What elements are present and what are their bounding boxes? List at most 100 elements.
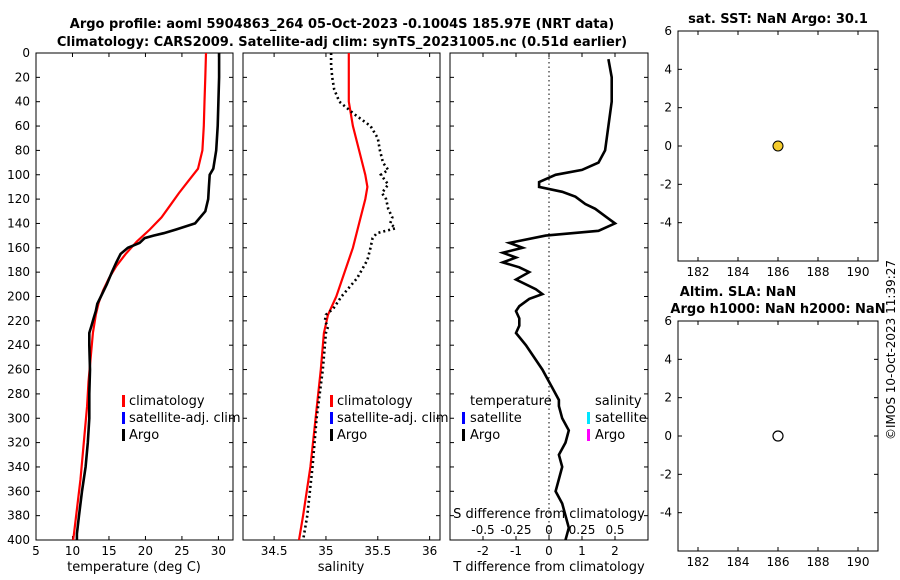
x-tick-label: 25 [174,544,189,558]
difference-salinity-legend: salinity satellite Argo [587,394,647,443]
legend-title-temperature: temperature [470,394,552,409]
temperature-ticks: 5 10 15 20 25 3002040608010012014016018020022… [7,46,233,558]
salinity-xlabel: salinity [318,560,365,575]
legend-swatch-argo [462,429,465,441]
x-tick-label: 184 [727,265,750,279]
x-tick-label: 186 [767,265,790,279]
sla-title-line2: Argo h1000: NaN h2000: NaN [670,302,885,317]
header-line2: Climatology: CARS2009. Satellite-adj cli… [57,35,627,50]
y-tick-label: 300 [7,411,30,425]
legend-swatch-argo [122,429,125,441]
y-tick-label: 0 [22,46,30,60]
secondary-x-tick-label: -0.5 [471,523,494,537]
temperature-climatology-line [72,52,208,541]
secondary-x-tick-label: 0 [545,523,553,537]
difference-xlabel: T difference from climatology [452,560,645,575]
y-tick-label: 160 [7,241,30,255]
x-tick-label: 20 [138,544,153,558]
salinity-climatology-line [297,53,369,541]
legend-label-argo: Argo [129,428,159,443]
y-tick-label: 0 [664,139,672,153]
legend-label-satellite: satellite-adj. clim [337,411,449,426]
salinity-ticks: 34.5 35 35.5 36 [243,52,440,558]
sst-argo-point [772,140,784,152]
y-tick-label: 200 [7,290,30,304]
y-tick-label: 320 [7,436,30,450]
difference-argo-line [498,58,618,541]
y-tick-label: 220 [7,314,30,328]
y-tick-label: 120 [7,192,30,206]
y-tick-label: 400 [7,533,30,547]
y-tick-label: 6 [664,314,672,328]
x-tick-label: 10 [65,544,80,558]
y-tick-label: 40 [15,95,30,109]
x-tick-label: -2 [477,544,489,558]
sla-title-line1: Altim. SLA: NaN [680,285,796,300]
salinity-axes [242,52,441,541]
x-tick-label: 30 [211,544,226,558]
temperature-legend: climatology satellite-adj. clim Argo [122,394,241,443]
x-tick-label: 0 [545,544,553,558]
secondary-x-tick-label: -0.25 [500,523,531,537]
legend-label-climatology: climatology [129,394,205,409]
x-tick-label: 36 [422,544,437,558]
salinity-legend: climatology satellite-adj. clim Argo [330,394,449,443]
x-tick-label: 34.5 [261,544,288,558]
legend-label-argo: Argo [470,428,500,443]
legend-label-satellite: satellite [470,411,522,426]
temperature-argo-line [75,53,221,540]
legend-swatch-argo-salinity [587,429,590,441]
x-tick-label: 1 [578,544,586,558]
y-tick-label: 280 [7,387,30,401]
legend-label-argo: Argo [337,428,367,443]
y-tick-label: 0 [664,429,672,443]
y-tick-label: 4 [664,62,672,76]
y-tick-label: 100 [7,168,30,182]
sst-title: sat. SST: NaN Argo: 30.1 [688,12,868,27]
y-tick-label: 180 [7,265,30,279]
x-tick-label: 184 [727,555,750,569]
difference-ticks: -2 -1 0 1 2 -0.5 -0.25 0 0.25 0.5 [450,52,648,558]
x-tick-label: -1 [510,544,522,558]
difference-temperature-legend: temperature satellite Argo [462,394,552,443]
y-tick-label: 6 [664,24,672,38]
x-tick-label: 5 [32,544,40,558]
legend-title-salinity: salinity [595,394,642,409]
x-tick-label: 190 [847,555,870,569]
y-tick-label: 240 [7,338,30,352]
legend-label-climatology: climatology [337,394,413,409]
y-tick-label: 2 [664,101,672,115]
y-tick-label: 140 [7,216,30,230]
temperature-xlabel: temperature (deg C) [67,560,201,575]
y-tick-label: 60 [15,119,30,133]
legend-swatch-argo [330,429,333,441]
difference-secondary-xlabel: S difference from climatology [453,507,645,522]
salinity-argo-line [301,53,398,541]
legend-label-satellite-salinity: satellite [595,411,647,426]
timestamp: ©IMOS 10-Oct-2023 11:39:27 [884,260,898,440]
header-line1: Argo profile: aoml 5904863_264 05-Oct-20… [70,17,614,32]
x-tick-label: 190 [847,265,870,279]
x-tick-label: 188 [807,555,830,569]
x-tick-label: 35 [318,544,333,558]
legend-swatch-climatology [330,395,333,407]
secondary-x-tick-label: 0.5 [605,523,624,537]
sla-ticks: 182 184 186 188 190 6 4 2 0 -2 -4 [660,314,878,569]
y-tick-label: -4 [660,506,672,520]
y-tick-label: 380 [7,509,30,523]
sst-ticks: 182 184 186 188 190 6 4 2 0 -2 -4 [660,24,878,279]
x-tick-label: 182 [687,555,710,569]
secondary-x-tick-label: 0.25 [569,523,596,537]
x-tick-label: 15 [101,544,116,558]
legend-swatch-climatology [122,395,125,407]
y-tick-label: 4 [664,352,672,366]
y-tick-label: -2 [660,467,672,481]
y-tick-label: -4 [660,216,672,230]
legend-swatch-satellite [462,412,465,424]
legend-swatch-satellite [122,412,125,424]
x-tick-label: 35.5 [364,544,391,558]
legend-label-satellite: satellite-adj. clim [129,411,241,426]
x-tick-label: 186 [767,555,790,569]
y-tick-label: 360 [7,484,30,498]
